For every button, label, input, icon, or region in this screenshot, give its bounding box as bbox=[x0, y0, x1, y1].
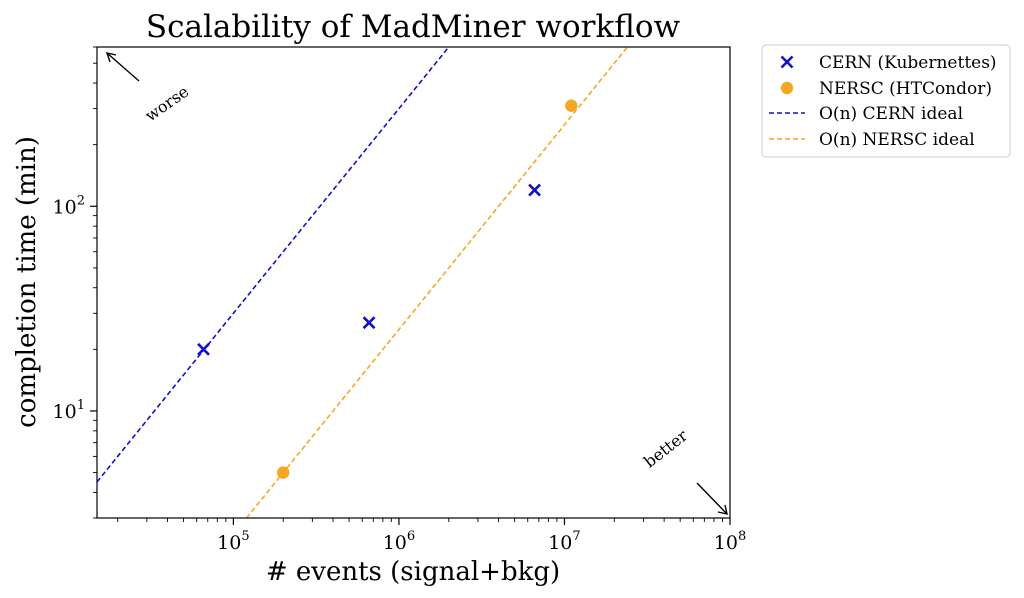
y-axis-label: completion time (min) bbox=[12, 136, 42, 428]
x-tick-label: 106 bbox=[383, 529, 415, 554]
y-tick-label: 101 bbox=[53, 398, 85, 423]
x-tick-label: 108 bbox=[714, 529, 746, 554]
annotation-worse-text: worse bbox=[141, 82, 192, 125]
nersc-point bbox=[565, 99, 578, 112]
x-axis-label: # events (signal+bkg) bbox=[266, 557, 560, 587]
legend-label: CERN (Kubernettes) bbox=[819, 53, 997, 73]
better-arrow-icon bbox=[696, 482, 728, 515]
better-arrowhead-icon bbox=[717, 504, 728, 515]
legend-label: O(n) NERSC ideal bbox=[819, 130, 975, 150]
chart-title: Scalability of MadMiner workflow bbox=[146, 9, 681, 45]
y-tick-label: 102 bbox=[53, 193, 85, 218]
cern-point bbox=[362, 316, 376, 330]
cern-point bbox=[528, 183, 542, 197]
y-axis: 101 102 bbox=[53, 46, 97, 519]
nersc-point bbox=[277, 466, 290, 479]
legend-x-marker-icon bbox=[780, 55, 794, 69]
legend-box bbox=[761, 44, 1011, 158]
cern-point bbox=[197, 342, 210, 356]
plot-area bbox=[97, 47, 629, 518]
ideal-line-nersc bbox=[245, 47, 629, 518]
x-axis: 105 106 107 108 bbox=[117, 518, 746, 554]
x-tick-label: 105 bbox=[217, 529, 249, 554]
worse-arrowhead-icon bbox=[105, 52, 117, 63]
annotation-worse: worse bbox=[105, 52, 192, 125]
annotation-better-text: better bbox=[640, 426, 691, 472]
legend-label: NERSC (HTCondor) bbox=[819, 79, 992, 99]
x-tick-label: 107 bbox=[548, 529, 580, 554]
annotation-better: better bbox=[640, 426, 728, 515]
legend: CERN (Kubernettes) NERSC (HTCondor) O(n) C… bbox=[761, 44, 1011, 158]
ideal-line-cern bbox=[97, 47, 450, 483]
plot-frame bbox=[96, 46, 731, 519]
legend-circle-marker-icon bbox=[780, 81, 794, 95]
legend-label: O(n) CERN ideal bbox=[819, 104, 963, 124]
worse-arrow-icon bbox=[106, 52, 140, 82]
